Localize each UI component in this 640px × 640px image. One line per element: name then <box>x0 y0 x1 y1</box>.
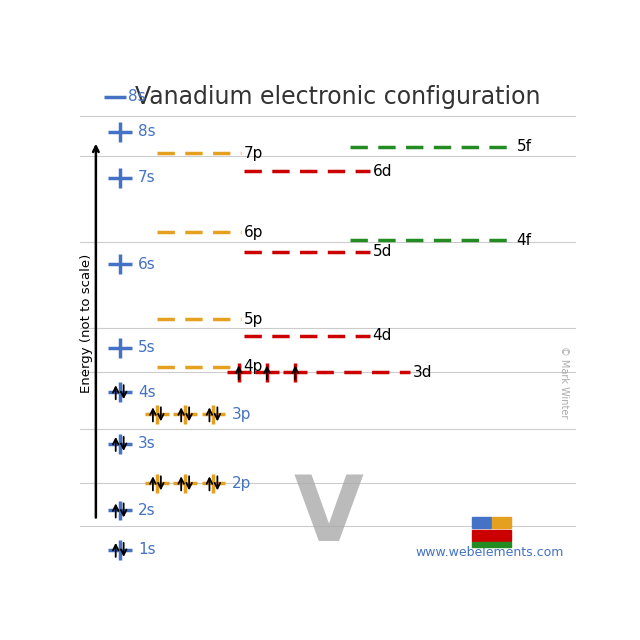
Text: 2s: 2s <box>138 503 156 518</box>
Text: 8s: 8s <box>138 125 156 140</box>
Text: 6s: 6s <box>138 257 156 271</box>
Text: 4d: 4d <box>372 328 392 343</box>
Text: 2p: 2p <box>232 476 251 491</box>
Text: 1s: 1s <box>138 542 156 557</box>
Text: 5d: 5d <box>372 244 392 259</box>
Bar <box>492 517 511 528</box>
Text: 8s: 8s <box>128 89 146 104</box>
Text: 5p: 5p <box>244 312 263 327</box>
Text: 6p: 6p <box>244 225 263 239</box>
Text: 4s: 4s <box>138 385 156 400</box>
Text: www.webelements.com: www.webelements.com <box>415 546 564 559</box>
Bar <box>472 530 511 541</box>
Text: 7p: 7p <box>244 146 263 161</box>
Text: 6d: 6d <box>372 164 392 179</box>
Text: 4p: 4p <box>244 359 263 374</box>
Text: 5f: 5f <box>516 140 531 154</box>
Text: 7s: 7s <box>138 170 156 186</box>
Text: Energy (not to scale): Energy (not to scale) <box>81 253 93 393</box>
Text: 5s: 5s <box>138 340 156 355</box>
Text: V: V <box>293 472 363 561</box>
Bar <box>472 517 491 528</box>
Bar <box>472 542 511 547</box>
Text: Vanadium electronic configuration: Vanadium electronic configuration <box>135 84 541 109</box>
Text: © Mark Winter: © Mark Winter <box>559 346 569 419</box>
Text: 3s: 3s <box>138 436 156 451</box>
Text: 4f: 4f <box>516 233 531 248</box>
Text: 3d: 3d <box>412 365 432 380</box>
Text: 3p: 3p <box>232 407 252 422</box>
